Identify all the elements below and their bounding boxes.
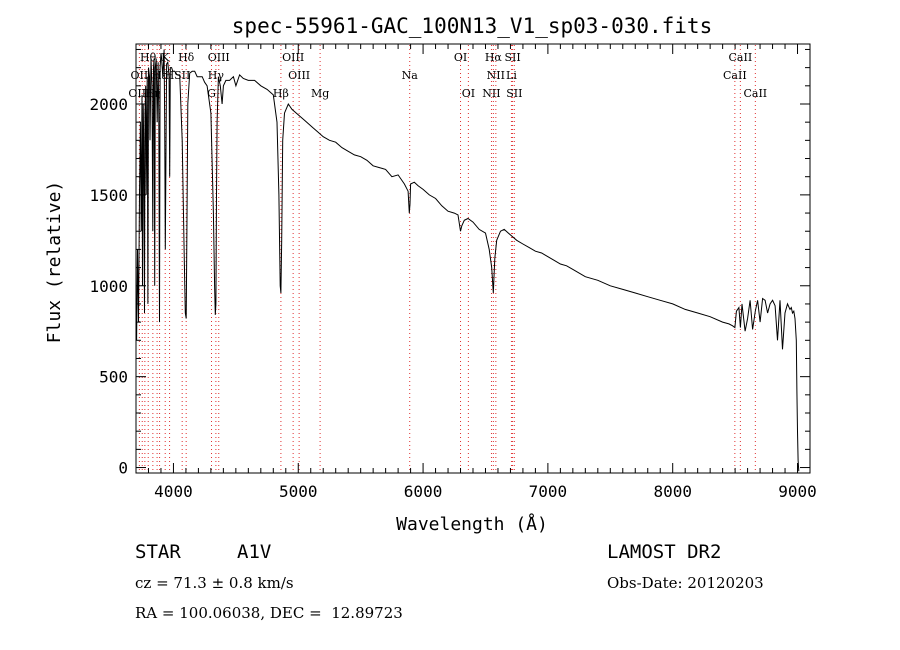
chart-title: spec-55961-GAC_100N13_V1_sp03-030.fits: [232, 14, 712, 38]
survey-name: LAMOST DR2: [607, 541, 722, 563]
x-tick-label: 7000: [529, 482, 568, 501]
line-label: Hα: [485, 51, 503, 64]
line-label: SII: [506, 87, 522, 100]
spectral-subclass: A1V: [237, 541, 272, 563]
line-label: NII: [487, 69, 505, 82]
line-label: NII: [482, 87, 500, 100]
emission-line-markers: [138, 45, 756, 472]
y-tick-labels: 0 500 1000 1500 2000: [89, 95, 128, 478]
x-axis-label: Wavelength (Å): [396, 513, 548, 535]
plot-frame: [135, 43, 811, 474]
line-label: OIII: [288, 69, 310, 82]
object-class: STAR: [135, 541, 181, 563]
y-tick-label: 1000: [89, 277, 128, 296]
line-label: OI: [454, 51, 467, 64]
line-label: Na: [402, 69, 419, 82]
x-tick-label: 9000: [778, 482, 817, 501]
x-tick-label: 4000: [154, 482, 193, 501]
axis-ticks: [135, 44, 811, 473]
line-label: Hβ: [273, 87, 289, 100]
line-label: OIII: [282, 51, 304, 64]
x-tick-labels: 4000 5000 6000 7000 8000 9000: [154, 482, 817, 501]
coordinates-readout: RA = 100.06038, DEC = 12.89723: [135, 604, 403, 622]
line-label: SII: [174, 69, 190, 82]
velocity-readout: cz = 71.3 ± 0.8 km/s: [135, 574, 294, 592]
y-tick-label: 1500: [89, 186, 128, 205]
line-label: Hθ: [140, 51, 157, 64]
line-label: G: [207, 87, 216, 100]
line-label: Li: [506, 69, 517, 82]
x-tick-label: 6000: [404, 482, 443, 501]
line-label: OII: [131, 69, 149, 82]
line-label: OI: [462, 87, 475, 100]
line-label: Mg: [311, 87, 329, 100]
line-label: Hγ: [208, 69, 225, 82]
spectrum-line: [135, 49, 800, 472]
line-label: CaII: [743, 87, 767, 100]
line-label: K: [161, 51, 170, 64]
line-label: CaII: [729, 51, 753, 64]
line-label: CaII: [723, 69, 747, 82]
y-tick-label: 2000: [89, 95, 128, 114]
observation-date: Obs-Date: 20120203: [607, 574, 764, 592]
line-label: H: [165, 69, 175, 82]
y-tick-label: 0: [118, 459, 128, 478]
line-label: Hδ: [178, 51, 195, 64]
x-tick-label: 5000: [279, 482, 318, 501]
line-label: SII: [504, 51, 520, 64]
x-tick-label: 8000: [653, 482, 692, 501]
line-label: OIII: [208, 51, 230, 64]
line-label: OIII: [128, 87, 150, 100]
y-axis-label: Flux (relative): [44, 181, 65, 344]
y-tick-label: 500: [99, 368, 128, 387]
